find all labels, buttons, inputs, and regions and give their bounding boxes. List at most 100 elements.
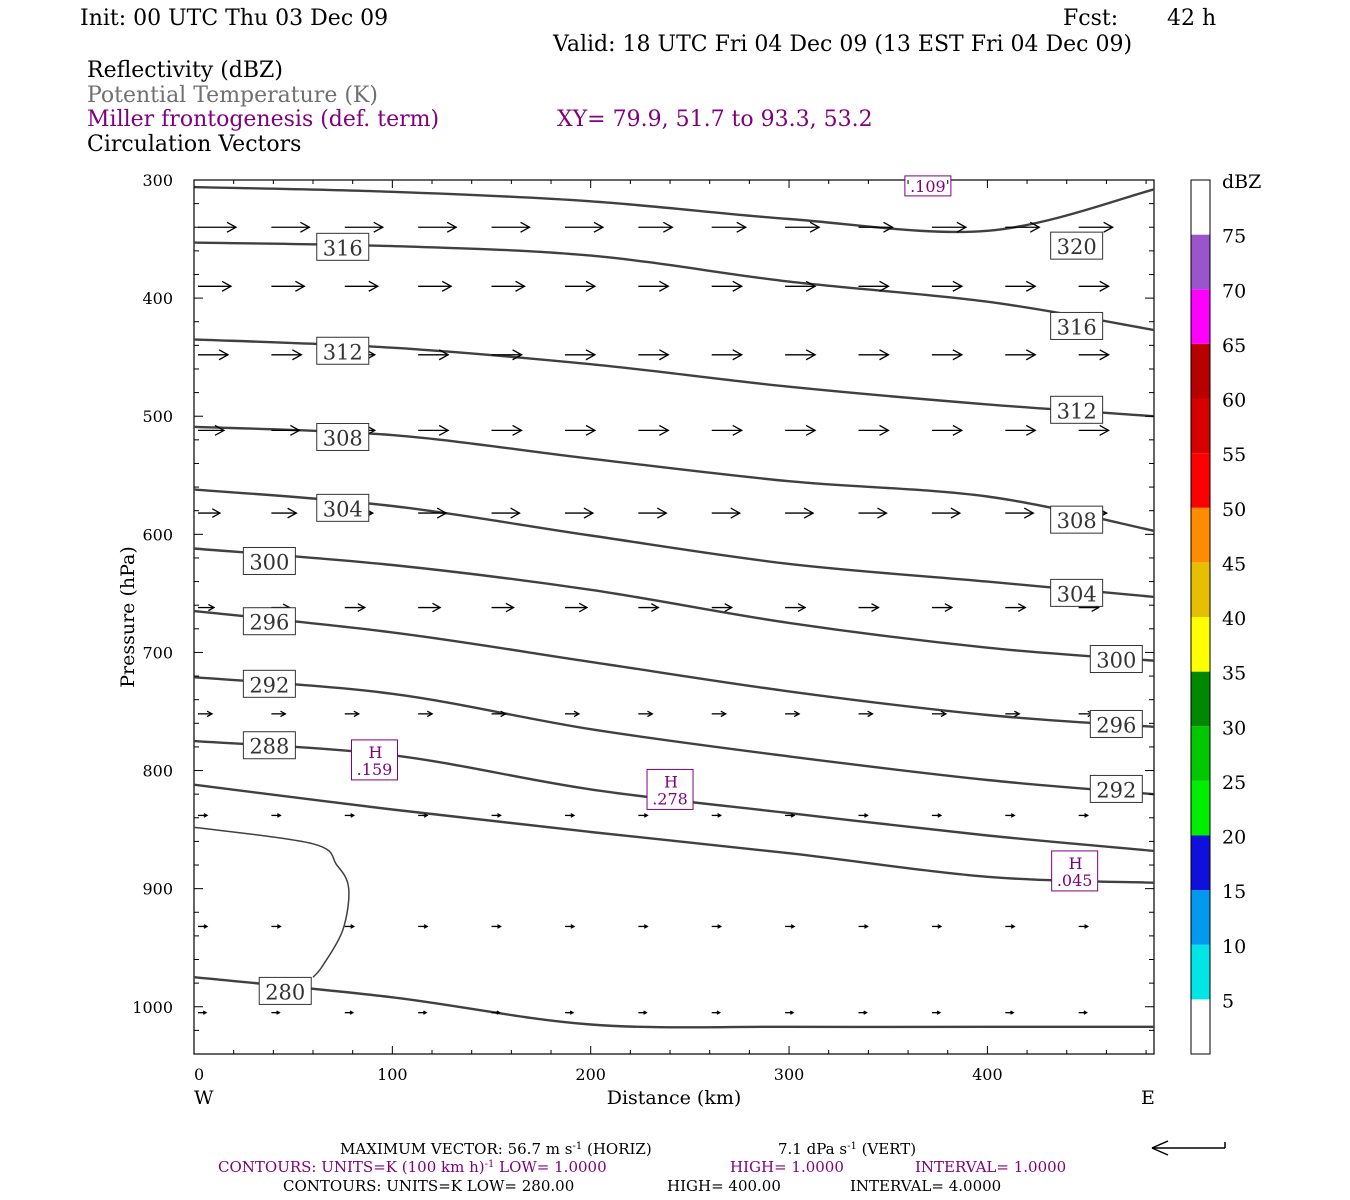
vector-head (432, 602, 442, 613)
circulation-vector (564, 710, 581, 718)
circulation-vector (711, 507, 742, 519)
vector-head (300, 221, 311, 233)
vector-head (720, 710, 728, 718)
vector-head (426, 710, 434, 718)
footer-fronto-units: CONTOURS: UNITS=K (100 km h)-1 LOW= 1.00… (218, 1158, 607, 1176)
vector-head (1010, 1010, 1015, 1015)
circulation-vector (785, 710, 801, 718)
contour-label-text: 312 (323, 340, 363, 364)
contour-label-text: 304 (1057, 582, 1097, 606)
vector-head (208, 603, 216, 612)
circulation-vector (1005, 710, 1021, 718)
circulation-vector (271, 710, 287, 718)
circulation-vector (711, 813, 723, 818)
vector-head (1084, 813, 1090, 818)
circulation-vector (344, 280, 380, 292)
circulation-vector (1005, 813, 1016, 818)
circulation-vector (271, 1010, 281, 1015)
maximum-box (1051, 850, 1099, 892)
vector-head (793, 710, 801, 718)
vector-head (438, 349, 450, 361)
y-tick-label: 500 (142, 407, 173, 426)
circulation-vector (271, 424, 301, 436)
circulation-vector (638, 280, 670, 292)
vector-head (643, 1010, 648, 1015)
circulation-vector (638, 710, 654, 718)
vector-head (871, 603, 880, 612)
y-tick-label: 400 (142, 289, 173, 308)
circulation-vector (1078, 349, 1111, 361)
vector-head (1025, 424, 1037, 436)
circulation-vector (785, 924, 796, 929)
contour-label-text: 300 (249, 550, 289, 574)
field-frontogenesis: Miller frontogenesis (def. term) (87, 107, 439, 132)
vector-head (809, 221, 821, 233)
circulation-vector (931, 1010, 942, 1015)
circulation-vector (418, 813, 429, 818)
circulation-vector (198, 813, 209, 818)
init-time: Init: 00 UTC Thu 03 Dec 09 (80, 6, 388, 31)
circulation-vector (858, 924, 869, 929)
contour-label-box (242, 607, 296, 636)
circulation-vector (198, 710, 214, 718)
circulation-vector (418, 710, 434, 718)
contour-label: 296 (242, 607, 296, 636)
circulation-vector (785, 221, 821, 233)
circulation-vector (564, 349, 597, 361)
vector-head (583, 507, 595, 519)
vector-head (585, 424, 597, 436)
contour-label-box (258, 976, 312, 1005)
circulation-vector (491, 924, 502, 929)
vector-head (1025, 280, 1037, 292)
vector-head (202, 1010, 208, 1015)
footer-theta-units: CONTOURS: UNITS=K LOW= 280.00 (283, 1177, 574, 1195)
circulation-vector (711, 221, 748, 233)
circulation-vector (785, 424, 817, 436)
vector-head (732, 349, 744, 361)
x-axis-title: Distance (km) (607, 1087, 742, 1109)
colorbar-segment (1191, 289, 1210, 344)
vector-head (659, 280, 670, 292)
circulation-vector (271, 280, 306, 292)
circulation-vector (1005, 1010, 1015, 1015)
vector-head (732, 280, 744, 292)
vector-head (357, 603, 367, 612)
reference-vector (1151, 1140, 1226, 1156)
circulation-vector (1005, 280, 1037, 292)
contour-label-text: 292 (1096, 778, 1136, 802)
circulation-vector (785, 507, 815, 519)
circulation-vector (638, 507, 668, 519)
theta-contour-280 (193, 976, 1154, 1029)
vector-head (436, 507, 448, 519)
colorbar-segment (1191, 890, 1210, 945)
circulation-vector (1078, 813, 1090, 818)
y-tick-label: 700 (142, 643, 173, 662)
circulation-vector (638, 424, 670, 436)
colorbar-segment (1191, 835, 1210, 891)
circulation-vector (638, 1010, 648, 1015)
circulation-vector (564, 1010, 575, 1015)
circulation-vector (1078, 280, 1111, 292)
colorbar-frame (1190, 179, 1211, 1055)
vector-head (805, 280, 817, 292)
colorbar-level-label: 50 (1222, 499, 1246, 521)
maximum-value: .278 (652, 789, 688, 808)
vector-head (805, 349, 817, 361)
circulation-vector (931, 424, 964, 436)
frontogenesis-maximum: .109 (904, 175, 952, 197)
circulation-vector (931, 603, 954, 612)
circulation-vector (931, 221, 968, 233)
y-axis: 300 400 500 600 700 800 900 1000 (132, 171, 1154, 1031)
colorbar-level-label: 65 (1222, 335, 1246, 357)
circulation-vector (1078, 924, 1090, 929)
vector-head (497, 924, 502, 929)
vector-head (203, 813, 209, 818)
maximum-value: .045 (1057, 871, 1093, 890)
vector-head (663, 221, 674, 233)
circulation-vector (198, 280, 233, 292)
x-tick-label: 300 (774, 1065, 805, 1084)
circulation-vector (785, 280, 817, 292)
circulation-vector (1005, 349, 1037, 361)
vector-head (276, 1010, 281, 1015)
